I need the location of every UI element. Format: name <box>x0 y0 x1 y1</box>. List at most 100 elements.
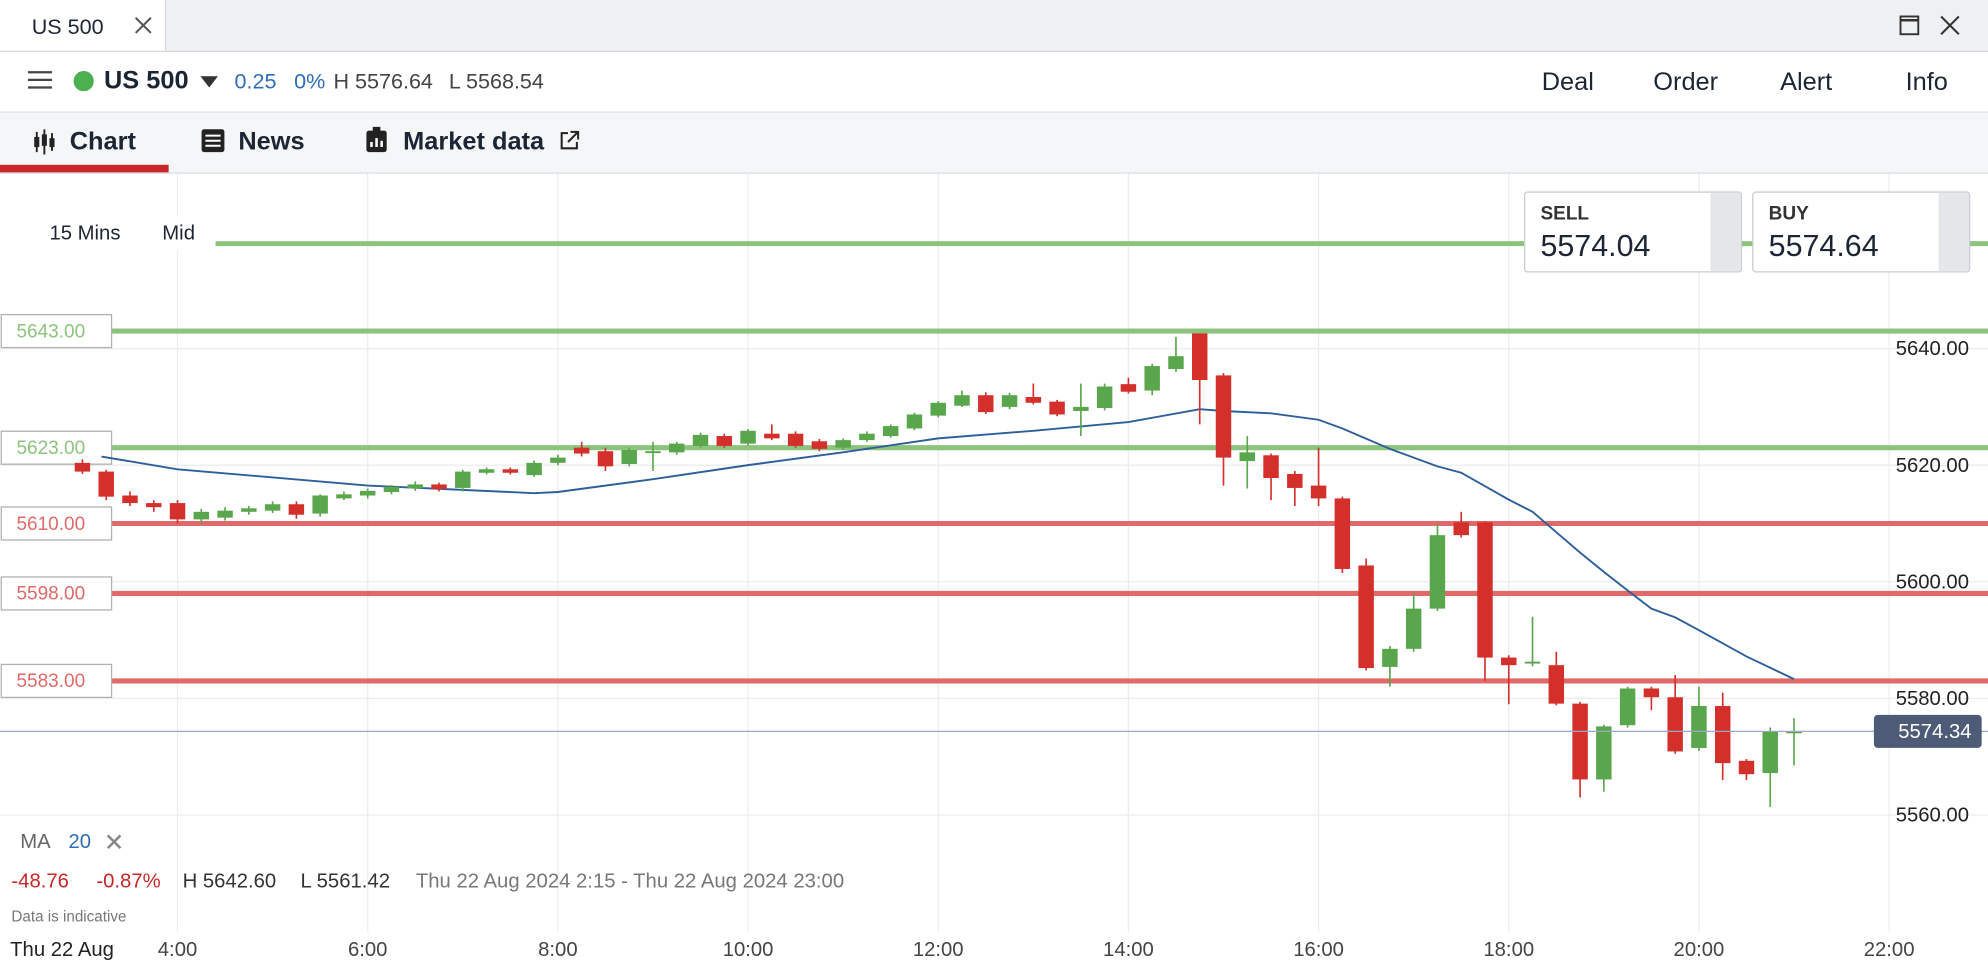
sell-price: 5574.04 <box>1540 229 1651 264</box>
buy-button[interactable] <box>1752 191 1971 273</box>
candle-body <box>1548 665 1565 704</box>
candle-body <box>621 450 637 465</box>
price-level-label: 5583.00 <box>16 671 85 692</box>
x-tick-label: 8:00 <box>538 939 577 961</box>
candle-body <box>98 471 114 497</box>
candle-body <box>906 414 923 429</box>
instrument-name[interactable]: US 500 <box>103 67 189 96</box>
candle-body <box>787 433 804 446</box>
action-button[interactable]: Info <box>1905 68 1948 97</box>
price-change: 0.25 <box>234 69 277 94</box>
candle-body <box>1287 473 1303 488</box>
title-bar <box>0 0 1988 52</box>
maximize-icon[interactable] <box>1899 15 1920 36</box>
candle-body <box>312 495 328 514</box>
candle-body <box>1762 731 1778 774</box>
candle-body <box>146 503 162 508</box>
moving-average <box>101 408 1795 680</box>
price-level-box <box>0 313 113 349</box>
candle-body <box>526 462 542 476</box>
x-tick-label: 16:00 <box>1293 939 1344 961</box>
candle-body <box>359 490 376 496</box>
news-icon <box>201 129 225 153</box>
price-level-box <box>0 506 113 541</box>
candle-body <box>1144 366 1160 391</box>
candle-body <box>573 447 590 454</box>
price-level-box <box>0 576 113 611</box>
x-tick-label: 12:00 <box>913 939 964 961</box>
period-high: H 5642.60 <box>182 870 277 893</box>
candle-body <box>811 441 828 449</box>
remove-indicator-icon[interactable] <box>106 834 122 850</box>
interval[interactable]: 15 Mins <box>49 223 121 245</box>
candle-body <box>288 504 305 515</box>
candle-body <box>978 395 994 413</box>
price-level-label: 5598.00 <box>16 584 85 605</box>
x-tick-label: 14:00 <box>1103 939 1154 961</box>
indicator-name: MA <box>20 831 51 854</box>
candle-body <box>383 486 400 493</box>
candle-body <box>597 451 614 467</box>
candle-body <box>1215 375 1232 458</box>
candle-body <box>740 430 756 444</box>
action-button[interactable]: Deal <box>1541 68 1594 97</box>
candle-body <box>835 440 851 448</box>
x-tick-label: 4:00 <box>158 939 197 961</box>
price-level-label: 5643.00 <box>16 321 85 342</box>
tab[interactable]: News <box>238 128 305 156</box>
candle-body <box>193 511 210 520</box>
candle-body <box>502 469 519 473</box>
candle-body <box>1667 697 1683 752</box>
external-link-icon[interactable] <box>559 130 580 151</box>
candle-body <box>1572 703 1588 780</box>
candle-body <box>930 402 946 416</box>
x-tick-label: 6:00 <box>348 939 387 961</box>
candle-body <box>1310 485 1327 499</box>
candle-body <box>692 434 709 446</box>
candle-body <box>1477 522 1493 658</box>
chart-settings <box>34 216 216 252</box>
candle-body <box>1691 705 1707 748</box>
sell-button-edge <box>1710 192 1741 272</box>
candle-body <box>1786 731 1802 734</box>
candle-body <box>1239 452 1255 462</box>
price-type[interactable]: Mid <box>162 223 195 245</box>
price-level-box <box>0 430 113 465</box>
day-high: H 5576.64 <box>333 69 433 94</box>
candle-body <box>1049 401 1065 415</box>
candle-body <box>1001 395 1018 407</box>
candle-body <box>1263 455 1279 479</box>
period-change: -48.76 <box>11 870 69 893</box>
close-window-icon[interactable] <box>1940 15 1960 35</box>
candle-body <box>1382 648 1398 667</box>
menu-icon[interactable] <box>27 70 52 90</box>
price-level-label: 5610.00 <box>16 514 85 535</box>
window-tab[interactable] <box>0 0 167 51</box>
candle-body <box>264 504 281 511</box>
candle-body <box>217 510 233 518</box>
y-tick-label: 5580.00 <box>1896 688 1969 710</box>
candle-body <box>716 436 733 446</box>
candle-body <box>1120 384 1137 392</box>
price-level-box <box>0 663 113 699</box>
disclaimer: Data is indicative <box>11 907 127 926</box>
day-low: L 5568.54 <box>448 69 544 94</box>
tab[interactable]: Market data <box>403 128 545 156</box>
action-button[interactable]: Order <box>1653 68 1719 97</box>
period-range: Thu 22 Aug 2024 2:15 - Thu 22 Aug 2024 2… <box>415 870 845 893</box>
candle-body <box>882 426 899 437</box>
candle-body <box>1025 396 1042 403</box>
tab[interactable]: Chart <box>69 128 136 156</box>
sell-button[interactable] <box>1523 191 1743 273</box>
close-tab-icon[interactable] <box>134 16 152 34</box>
action-button[interactable]: Alert <box>1780 68 1833 97</box>
candle-body <box>1334 498 1351 569</box>
candle-body <box>1596 726 1612 780</box>
last-price-label: 5574.34 <box>1898 721 1971 743</box>
x-tick-label: 22:00 <box>1864 939 1915 961</box>
period-change-pct: -0.87% <box>96 870 161 893</box>
candle-body <box>1168 356 1184 369</box>
candle-body <box>645 451 661 454</box>
instrument-caret[interactable] <box>200 76 219 88</box>
